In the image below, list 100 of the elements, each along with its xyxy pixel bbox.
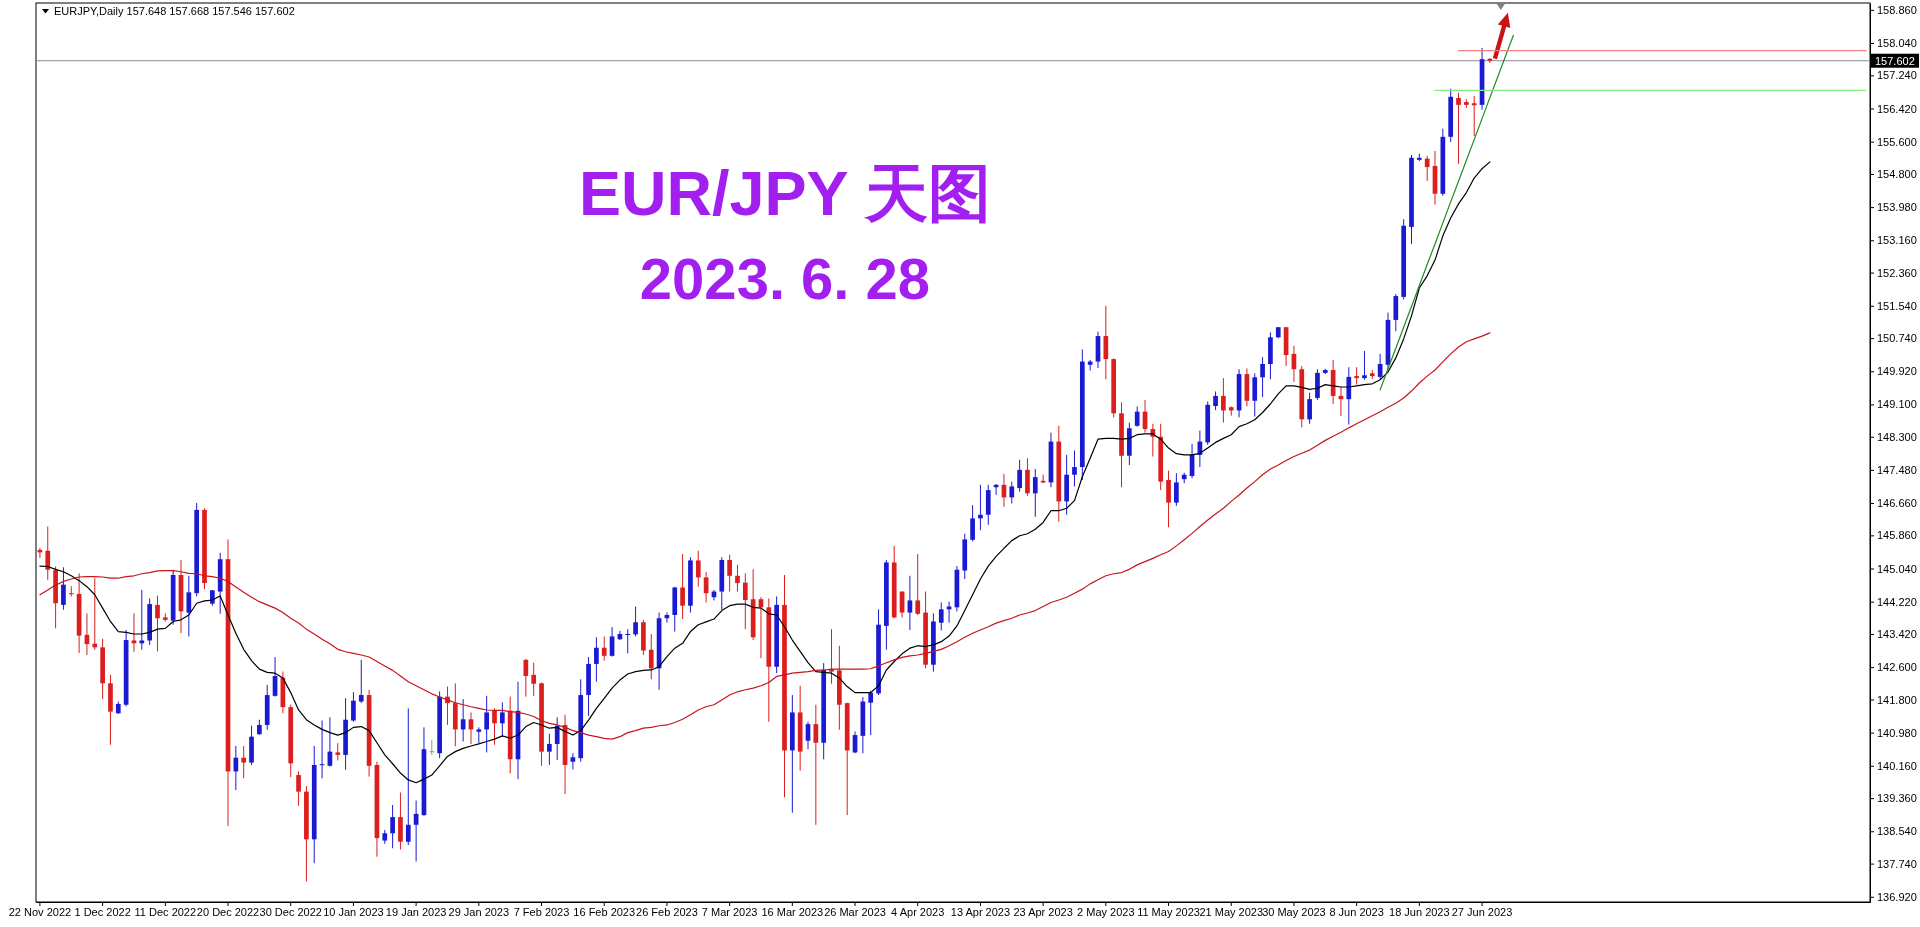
candlestick <box>429 739 435 756</box>
candlestick <box>648 633 654 680</box>
candlestick <box>523 658 529 698</box>
candlestick <box>907 575 913 631</box>
candlestick <box>1260 356 1265 398</box>
candlestick <box>695 550 701 588</box>
candlestick <box>1456 92 1461 165</box>
candlestick <box>1362 350 1367 381</box>
candlestick <box>735 564 740 593</box>
y-tick-label: 151.540 <box>1877 299 1917 312</box>
x-tick-label: 16 Mar 2023 <box>761 905 824 918</box>
candlestick <box>868 690 874 736</box>
y-tick-label: 158.040 <box>1877 37 1917 50</box>
y-tick-label: 157.240 <box>1877 69 1917 82</box>
candlestick <box>915 553 921 616</box>
x-tick-label: 18 Jun 2023 <box>1389 905 1450 918</box>
candlestick <box>813 704 819 826</box>
y-tick-label: 153.160 <box>1877 234 1917 247</box>
x-tick-label: 7 Feb 2023 <box>513 905 570 918</box>
x-tick-label: 21 May 2023 <box>1199 905 1264 918</box>
candlestick <box>390 804 395 849</box>
x-tick-label: 27 Jun 2023 <box>1451 905 1513 918</box>
candlestick <box>460 698 466 743</box>
text: EUR/JPY 天图 <box>579 158 991 228</box>
x-tick-label: 19 Jan 2023 <box>385 905 447 918</box>
y-tick-label: 146.660 <box>1877 497 1917 510</box>
candlestick <box>1354 366 1359 386</box>
annotation: EURJPY,Daily 157.648 157.668 157.546 157.602 <box>54 5 295 17</box>
x-tick-label: 11 May 2023 <box>1137 905 1200 918</box>
candlestick <box>296 770 301 807</box>
candlestick <box>492 707 497 746</box>
candlestick <box>484 695 490 753</box>
y-tick-label: 145.860 <box>1877 529 1917 542</box>
candlestick <box>1346 366 1352 426</box>
y-tick-label: 149.920 <box>1877 365 1917 378</box>
candlestick <box>938 601 944 631</box>
candlestick <box>1471 95 1477 137</box>
candlestick <box>727 554 732 593</box>
candlestick <box>1221 377 1226 424</box>
x-tick-label: 11 Dec 2022 <box>134 905 197 918</box>
candlestick <box>499 701 505 738</box>
x-tick-label: 10 Jan 2023 <box>323 905 384 918</box>
candlestick <box>570 752 576 770</box>
candlestick <box>155 595 160 652</box>
y-tick-label: 154.800 <box>1877 168 1917 181</box>
candlestick <box>405 707 411 846</box>
candlestick <box>1393 293 1399 332</box>
candlestick <box>241 745 247 779</box>
x-tick-label: 30 May 2023 <box>1262 905 1326 918</box>
y-tick-label: 140.160 <box>1877 759 1917 772</box>
x-tick-label: 4 Apr 2023 <box>891 905 945 918</box>
candlestick <box>1017 459 1022 493</box>
y-tick-label: 158.860 <box>1877 3 1917 16</box>
x-tick-label: 22 Nov 2022 <box>8 905 72 918</box>
line-series <box>39 161 1491 784</box>
candlestick <box>1213 390 1218 411</box>
y-tick-label: 136.920 <box>1877 890 1917 903</box>
y-tick-label: 152.360 <box>1877 266 1917 279</box>
candlestick <box>742 572 748 630</box>
x-tick-label: 30 Dec 2022 <box>259 905 322 918</box>
candlestick <box>594 636 599 683</box>
y-tick-label: 137.740 <box>1877 857 1917 870</box>
text: 2023. 6. 28 <box>639 246 931 311</box>
candlestick <box>829 628 834 685</box>
x-tick-label: 26 Mar 2023 <box>824 905 886 918</box>
candlestick <box>68 585 74 597</box>
candlestick <box>1032 468 1038 518</box>
candlestick <box>358 659 364 704</box>
candlestick <box>1103 305 1109 380</box>
y-tick-label: 139.360 <box>1877 792 1917 805</box>
candlestick <box>547 733 552 766</box>
y-tick-label: 144.220 <box>1877 595 1917 608</box>
candlestick <box>554 716 560 761</box>
x-tick-label: 23 Apr 2023 <box>1013 905 1073 918</box>
candlestick <box>131 612 137 653</box>
y-tick-label: 138.540 <box>1877 825 1917 838</box>
y-tick-label: 148.300 <box>1877 430 1917 443</box>
y-tick-label: 156.420 <box>1877 102 1917 115</box>
x-tick-label: 13 Apr 2023 <box>950 905 1011 918</box>
candlestick <box>1009 481 1015 504</box>
x-tick-label: 16 Feb 2023 <box>573 905 636 918</box>
candlestick <box>1424 155 1430 182</box>
candlestick <box>45 525 51 581</box>
y-tick-label: 150.740 <box>1877 332 1917 345</box>
candlestick <box>1377 353 1383 380</box>
candlestick <box>186 575 192 637</box>
candlestick <box>1252 372 1258 418</box>
y-tick-label: 141.800 <box>1877 693 1917 706</box>
y-tick-label: 145.040 <box>1877 562 1917 575</box>
y-tick-label: 142.600 <box>1877 661 1917 674</box>
y-tick-label: 149.100 <box>1877 398 1917 411</box>
x-tick-label: 2 May 2023 <box>1077 905 1135 918</box>
x-tick-label: 29 Jan 2023 <box>448 905 510 918</box>
candlestick <box>625 628 631 654</box>
candlestick <box>1166 470 1171 528</box>
y-tick-label: 153.980 <box>1877 201 1917 214</box>
candlestick <box>1025 457 1030 497</box>
candlestick <box>531 662 537 697</box>
x-tick-label: 7 Mar 2023 <box>701 905 758 918</box>
candlestick <box>61 566 66 611</box>
